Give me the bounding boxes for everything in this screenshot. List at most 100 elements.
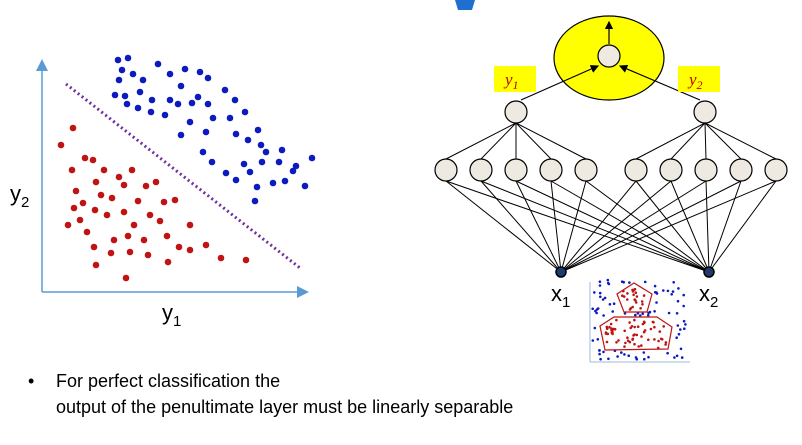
blue-class-point bbox=[129, 70, 137, 78]
thumb-blue-point bbox=[680, 356, 684, 359]
title-fragment bbox=[455, 0, 475, 10]
blue-class-point bbox=[181, 65, 189, 73]
red-class-point bbox=[140, 236, 148, 244]
blue-class-point bbox=[147, 108, 155, 116]
red-class-point bbox=[107, 249, 115, 257]
thumb-blue-point bbox=[601, 298, 605, 301]
thumb-red-point bbox=[623, 345, 626, 348]
thumb-red-point bbox=[642, 330, 646, 334]
thumb-blue-point bbox=[602, 350, 605, 354]
thumb-blue-point bbox=[655, 292, 659, 295]
x2-label: x2 bbox=[699, 281, 718, 311]
y1-label-box bbox=[494, 66, 536, 92]
hidden-penultimate-connections bbox=[445, 122, 777, 160]
blue-class-point bbox=[209, 114, 217, 122]
red-class-point bbox=[103, 211, 111, 219]
thumb-blue-point bbox=[599, 295, 602, 299]
thumb-blue-point bbox=[594, 309, 597, 313]
edge-in bbox=[560, 180, 672, 273]
thumb-blue-point bbox=[675, 336, 678, 340]
thumb-red-point bbox=[641, 322, 645, 326]
thumb-blue-point bbox=[606, 281, 610, 285]
thumb-blue-point bbox=[671, 290, 675, 293]
hidden-node bbox=[434, 158, 458, 182]
thumb-blue-point bbox=[677, 332, 681, 336]
penultimate-node-1 bbox=[504, 100, 528, 124]
thumb-blue-point bbox=[662, 289, 665, 292]
thumb-blue-point bbox=[598, 349, 601, 352]
blue-class-point bbox=[240, 160, 248, 168]
blue-class-point bbox=[118, 66, 126, 74]
edge-mid bbox=[445, 122, 517, 160]
red-class-point bbox=[128, 166, 136, 174]
thumb-blue-point bbox=[653, 284, 657, 288]
thumb-red-point bbox=[622, 289, 625, 293]
thumb-blue-point bbox=[641, 312, 644, 316]
blue-class-point bbox=[115, 76, 123, 84]
thumb-blue-point bbox=[679, 328, 682, 331]
blue-class-point bbox=[244, 136, 252, 144]
decision-boundary bbox=[65, 82, 301, 270]
thumb-red-point bbox=[626, 292, 629, 295]
thumb-blue-point bbox=[595, 311, 598, 315]
red-class-point bbox=[242, 256, 250, 264]
thumb-red-point bbox=[624, 341, 627, 345]
thumb-red-point bbox=[642, 320, 646, 324]
edge-in bbox=[585, 180, 710, 273]
thumb-blue-point bbox=[616, 355, 619, 358]
thumb-blue-point bbox=[666, 289, 670, 293]
thumb-red-point bbox=[656, 346, 660, 350]
red-class-point bbox=[79, 199, 87, 207]
blue-class-point bbox=[114, 56, 122, 64]
thumb-blue-point bbox=[611, 310, 614, 313]
thumb-red-point bbox=[631, 338, 634, 341]
edge-in bbox=[445, 180, 562, 273]
red-class-point bbox=[163, 232, 171, 240]
red-class-point bbox=[76, 216, 84, 224]
red-class-point bbox=[110, 236, 118, 244]
blue-class-point bbox=[232, 130, 240, 138]
bullet-line-2: output of the penultimate layer must be … bbox=[56, 397, 514, 417]
red-class-point bbox=[90, 243, 98, 251]
thumb-red-point bbox=[615, 318, 618, 322]
thumb-blue-point bbox=[627, 354, 630, 358]
red-class-point bbox=[70, 204, 78, 212]
thumb-blue-point bbox=[672, 281, 675, 284]
edge-in bbox=[708, 180, 742, 273]
thumb-red-point bbox=[660, 338, 664, 341]
thumb-red-point bbox=[640, 344, 643, 347]
blue-class-point bbox=[269, 179, 277, 187]
thumb-red-point bbox=[641, 303, 644, 306]
thumb-red-point bbox=[604, 331, 608, 334]
thumb-red-point bbox=[633, 342, 636, 346]
thumb-red-point bbox=[613, 327, 617, 331]
red-class-point bbox=[108, 194, 116, 202]
thumb-blue-point bbox=[683, 327, 686, 331]
thumb-blue-point bbox=[670, 293, 673, 296]
blue-class-point bbox=[208, 158, 216, 166]
blue-class-point bbox=[186, 118, 194, 126]
thumb-red-points bbox=[604, 287, 668, 350]
thumb-blue-point bbox=[679, 347, 683, 351]
edge-mid bbox=[704, 122, 707, 160]
blue-class-point bbox=[278, 146, 286, 154]
blue-class-point bbox=[262, 148, 270, 156]
thumb-red-point bbox=[636, 325, 640, 329]
red-class-point bbox=[122, 274, 130, 282]
thumb-blue-point bbox=[607, 357, 610, 361]
red-class-point bbox=[142, 182, 150, 190]
thumb-red-point bbox=[640, 300, 644, 303]
network-diagram: y1 y2 x1 x2 bbox=[434, 15, 788, 363]
edge-p2-out bbox=[618, 64, 701, 101]
thumb-blue-point bbox=[602, 314, 605, 317]
hidden-node bbox=[504, 158, 528, 182]
thumb-red-point bbox=[605, 325, 609, 329]
red-class-point bbox=[57, 141, 65, 149]
blue-class-point bbox=[289, 167, 297, 175]
blue-class-point bbox=[136, 88, 144, 96]
edge-in bbox=[560, 180, 707, 273]
thumb-red-point bbox=[653, 325, 656, 329]
thumb-blue-points bbox=[591, 278, 687, 361]
hidden-node bbox=[729, 158, 753, 182]
